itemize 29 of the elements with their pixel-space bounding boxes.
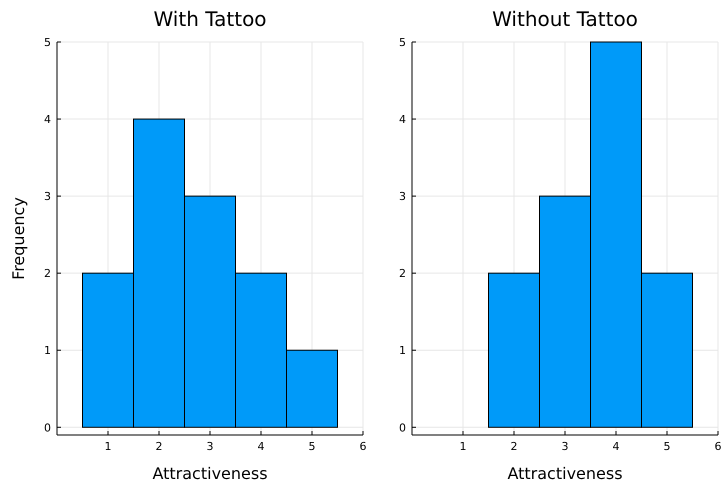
x-tick-label: 4 xyxy=(612,440,620,453)
y-tick-label: 1 xyxy=(399,344,406,358)
y-tick-label: 2 xyxy=(44,267,51,280)
x-tick-label: 3 xyxy=(562,440,568,453)
x-axis-title: Attractiveness xyxy=(507,464,623,483)
x-tick-label: 5 xyxy=(664,440,670,453)
x-tick-label: 6 xyxy=(360,440,366,453)
y-tick-label: 5 xyxy=(44,36,51,49)
y-tick-label: 1 xyxy=(44,344,51,358)
chart-title: Without Tattoo xyxy=(492,7,638,31)
y-tick-label: 0 xyxy=(399,421,406,434)
x-tick-label: 1 xyxy=(460,440,466,453)
y-axis-title: Frequency xyxy=(9,197,28,280)
y-tick-label: 2 xyxy=(399,267,406,280)
y-tick-label: 3 xyxy=(399,190,406,204)
chart-title: With Tattoo xyxy=(153,7,267,31)
y-tick-label: 3 xyxy=(44,190,51,204)
x-tick-label: 5 xyxy=(308,440,316,453)
y-tick-label: 0 xyxy=(44,421,51,434)
x-tick-label: 6 xyxy=(714,440,722,453)
y-tick-label: 4 xyxy=(44,113,51,126)
y-tick-label: 5 xyxy=(399,36,406,49)
y-tick-label: 4 xyxy=(399,113,406,126)
x-tick-label: 2 xyxy=(510,440,518,453)
x-tick-label: 1 xyxy=(104,440,112,453)
x-tick-label: 3 xyxy=(206,440,214,453)
x-tick-label: 4 xyxy=(258,440,264,453)
x-axis-title: Attractiveness xyxy=(152,464,268,483)
x-tick-label: 2 xyxy=(156,440,162,453)
